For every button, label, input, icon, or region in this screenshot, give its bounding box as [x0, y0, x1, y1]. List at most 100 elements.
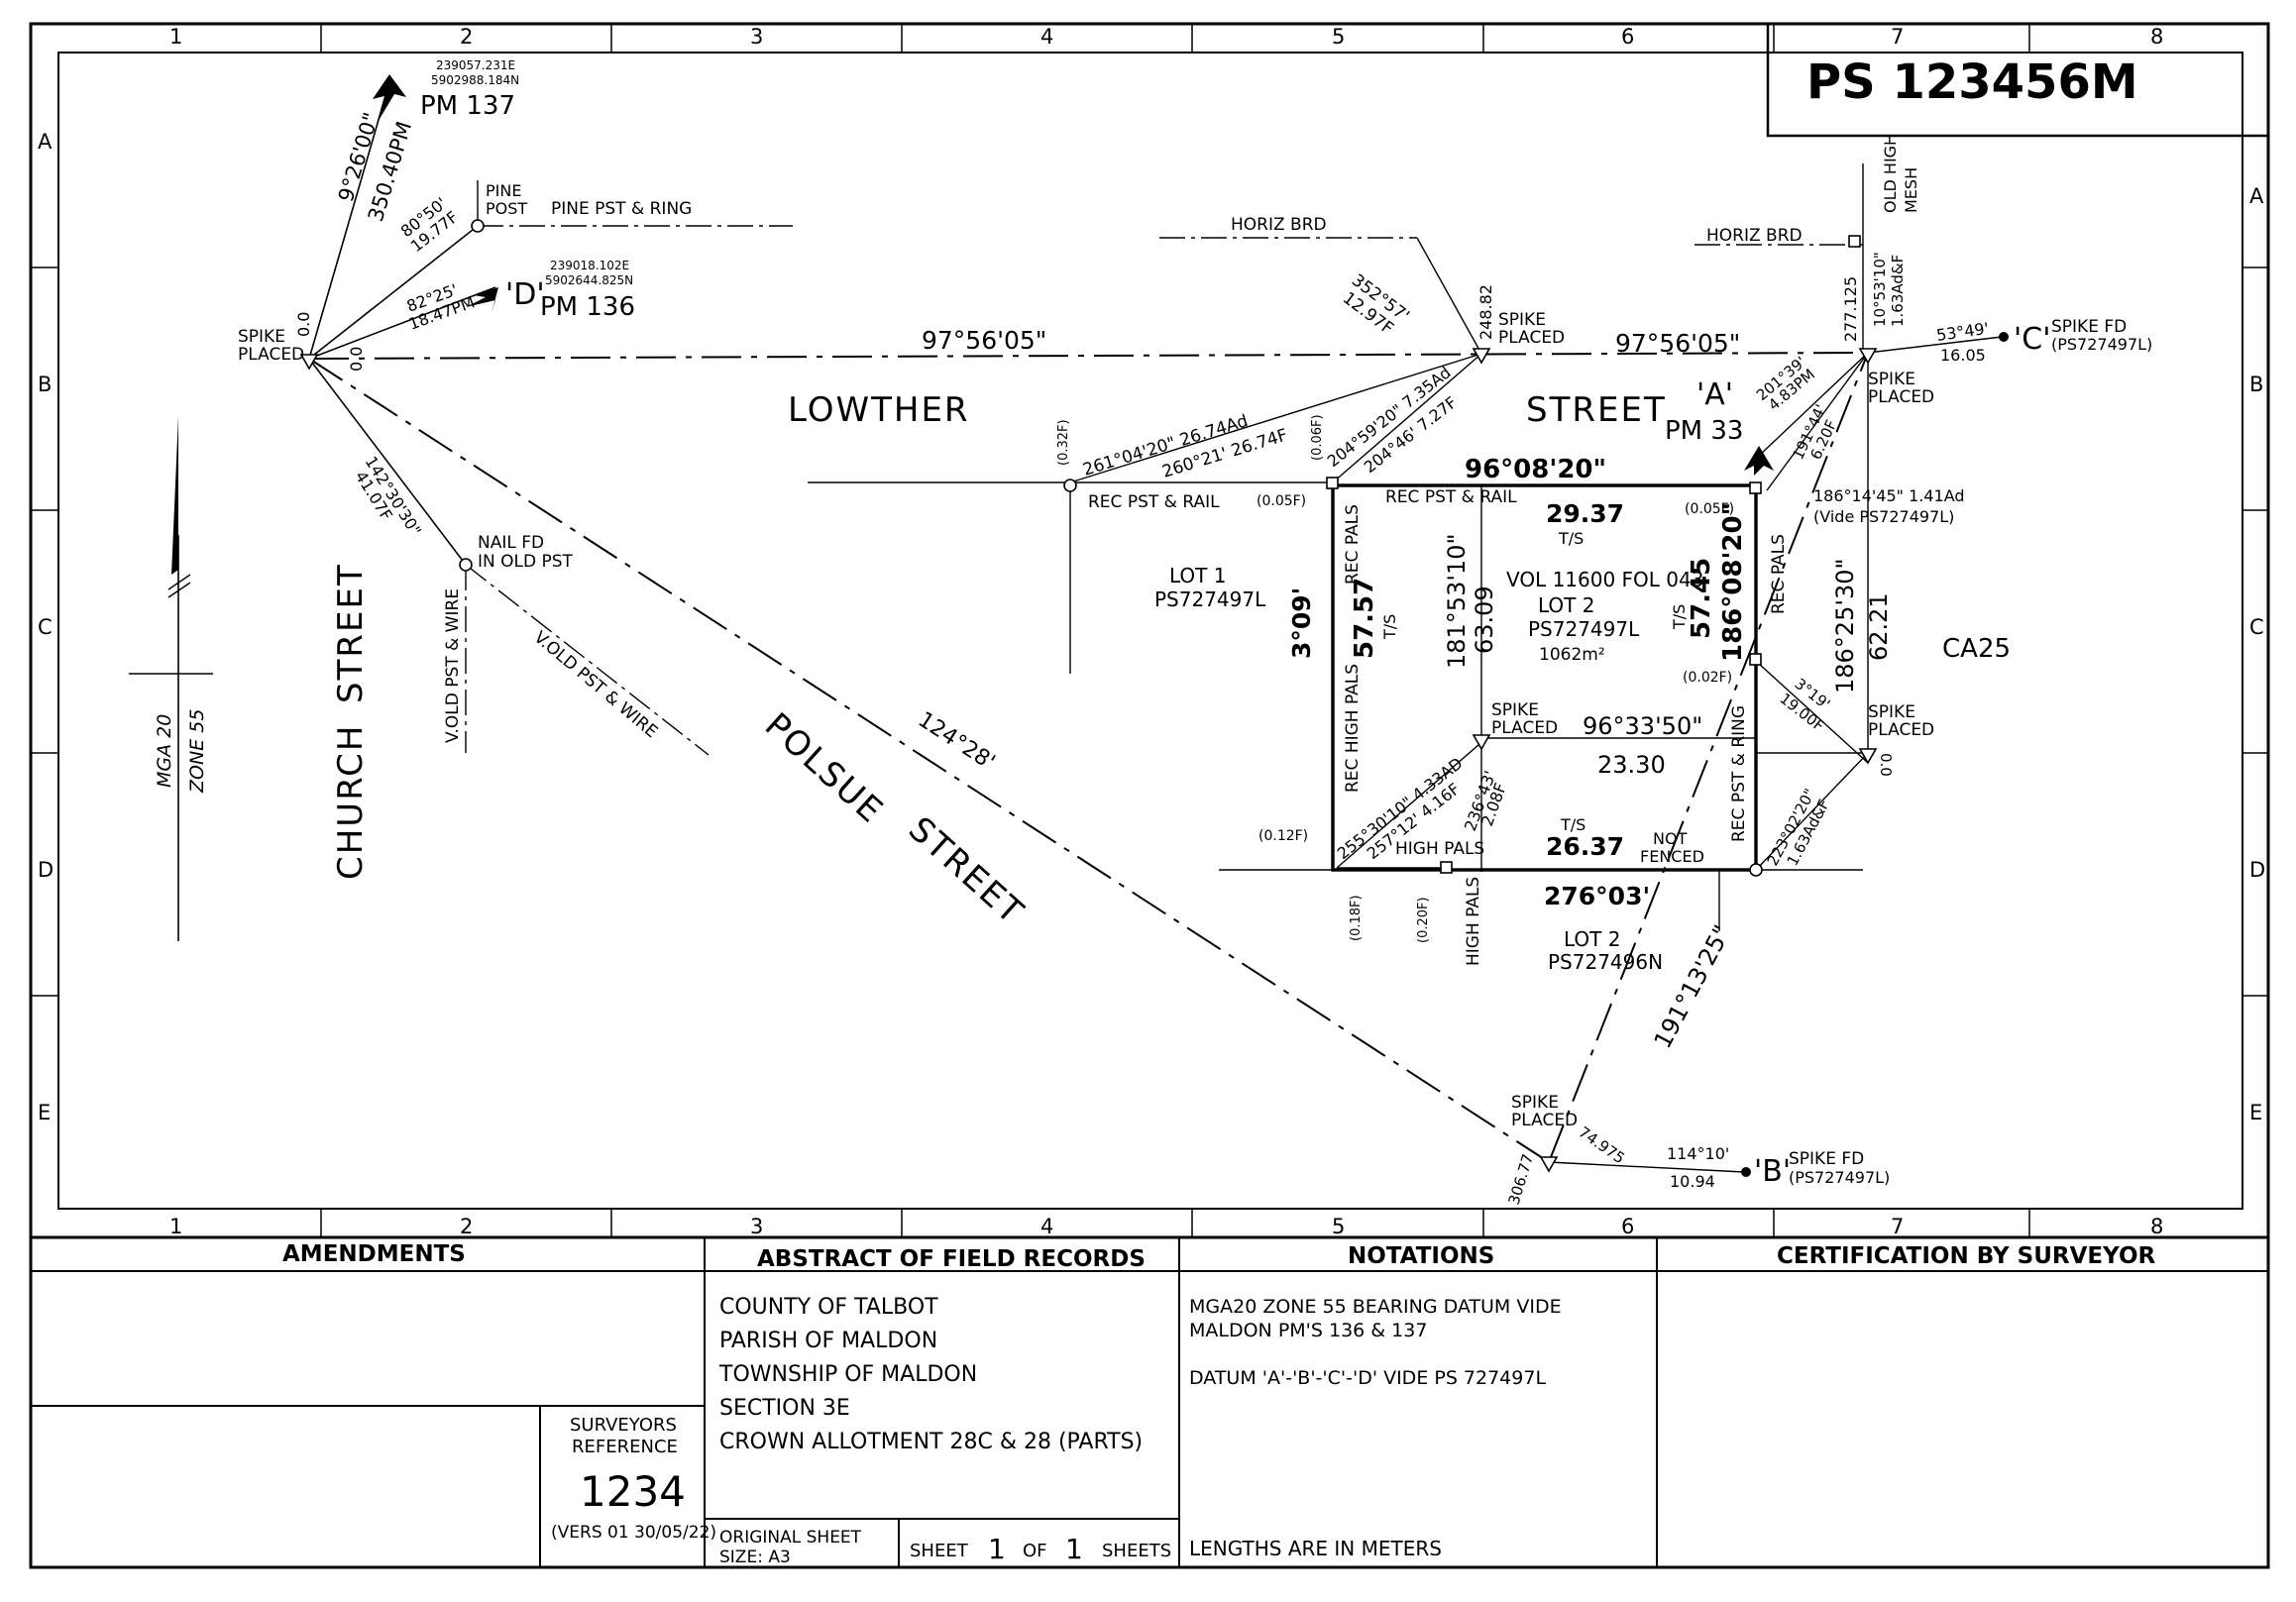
fence-offset: (0.20F): [1416, 897, 1431, 943]
pm137-arrow-icon: [373, 74, 406, 124]
notations-header: NOTATIONS: [1348, 1243, 1494, 1269]
r-bearing: 186°25'30": [1831, 558, 1859, 694]
pm136-easting: 239018.102E: [550, 259, 629, 272]
mark-c-id: 'C': [2014, 322, 2050, 357]
placed-label: PLACED: [1498, 328, 1565, 348]
grid-column-label: 1: [169, 1215, 182, 1238]
pm33-arrow-icon: [1744, 446, 1774, 476]
c-plan: (PS727497L): [2051, 335, 2152, 354]
lot1-name: LOT 1: [1169, 564, 1226, 587]
abstract-line: COUNTY OF TALBOT: [719, 1295, 938, 1320]
old-high-label: OLD HIGH: [1881, 134, 1900, 213]
b-bearing: 114°10': [1667, 1144, 1729, 1163]
not-label: NOT: [1653, 829, 1688, 848]
rec-high-pals-label: REC HIGH PALS: [1343, 664, 1363, 793]
top-ts: T/S: [1558, 529, 1584, 548]
street-name: STREET: [1526, 390, 1667, 430]
mga-zone-label: MGA 20: [154, 714, 175, 788]
placed-label: PLACED: [1511, 1111, 1578, 1130]
abstract-header: ABSTRACT OF FIELD RECORDS: [757, 1246, 1146, 1272]
grid-row-label: A: [2249, 184, 2264, 208]
notation-line: MGA20 ZONE 55 BEARING DATUM VIDE: [1189, 1296, 1562, 1318]
fence-offset: (0.05F): [1685, 501, 1734, 517]
se-bearing: 191°13'25": [1649, 920, 1737, 1053]
rec-pals-label: REC PALS: [1343, 504, 1363, 585]
spike-label: SPIKE: [1498, 310, 1546, 330]
mesh-label: MESH: [1902, 167, 1920, 213]
b-distance: 10.94: [1670, 1172, 1715, 1191]
north-arrow-head: [171, 416, 178, 575]
spike-label: SPIKE: [238, 327, 285, 347]
grid-column-labels: 1 1 2 2 3 3 4 4 5 5 6 6 7 7 8 8: [169, 24, 2163, 1238]
rt-bearing: 186°14'45" 1.41Ad: [1813, 486, 1965, 505]
right-diag-line: [1758, 663, 1869, 764]
grid-column-label: 2: [460, 1215, 473, 1238]
spike-c-dot-icon: [1999, 332, 2009, 342]
fence-box-icon: [1440, 861, 1453, 874]
panel-lines: [31, 1237, 2268, 1567]
mesh-bearing: 10°53'10": [1871, 252, 1889, 327]
line-to-nail: [308, 358, 467, 566]
lot2s-plan: PS727496N: [1548, 950, 1663, 974]
pm137-label: PM 137: [420, 91, 515, 121]
top-length: 29.37: [1546, 499, 1624, 528]
placed-label: PLACED: [1868, 720, 1934, 740]
original-sheet-label: ORIGINAL SHEET: [719, 1528, 862, 1548]
v-old-fence-label: V.OLD PST & WIRE: [530, 628, 661, 743]
grid-column-label: 4: [1040, 1215, 1053, 1238]
pm137-easting: 239057.231E: [436, 58, 515, 72]
right-length: 57.45: [1687, 558, 1716, 639]
rec-to-spike-line: [1069, 353, 1482, 483]
b-306: 306.77: [1505, 1152, 1538, 1207]
pm136-arrow-icon: [466, 287, 498, 313]
line-to-corner: [1766, 352, 1869, 491]
horiz-brd-label: HORIZ BRD: [1231, 215, 1327, 235]
grid-row-label: D: [38, 858, 54, 882]
b-plan: (PS727497L): [1789, 1168, 1890, 1187]
spike-triangle-icon: [1858, 348, 1878, 365]
grid-row-label: B: [38, 373, 52, 396]
spike-triangle-icon: [1472, 348, 1491, 365]
line-to-pm137: [308, 81, 390, 360]
mid-length: 23.30: [1597, 751, 1666, 779]
reference-label: REFERENCE: [572, 1437, 678, 1457]
right-bearing: 186°08'20": [1718, 502, 1748, 662]
pm136-northing: 5902644.825N: [545, 273, 633, 287]
main-bearing: 97°56'05": [922, 326, 1046, 355]
linework: [129, 81, 2003, 1173]
lot2-boundary: [1331, 483, 1758, 872]
abstract-line: PARISH OF MALDON: [719, 1329, 937, 1353]
grid-row-label: C: [38, 615, 53, 639]
grid-column-label: 8: [2150, 25, 2163, 49]
corner-circle-icon: [1749, 863, 1763, 877]
grid-column-label: 2: [460, 25, 473, 49]
lot2-name: LOT 2: [1538, 593, 1594, 617]
pm136-label: PM 136: [540, 292, 635, 322]
fence-box-icon: [1749, 653, 1762, 666]
ca25-label: CA25: [1942, 634, 2011, 664]
nail-fd-label: NAIL FD: [478, 533, 544, 553]
surveyors-ref-number: 1234: [580, 1467, 686, 1516]
pine-pst-ring-label: PINE PST & RING: [551, 199, 692, 219]
line-to-pine-post: [308, 225, 479, 360]
horiz-brd-label: HORIZ BRD: [1706, 226, 1803, 246]
grid-column-label: 8: [2150, 1215, 2163, 1238]
outer-frame: [29, 22, 2270, 1569]
spike-label: SPIKE: [1511, 1093, 1559, 1113]
fence-offset: (0.32F): [1056, 419, 1071, 466]
int-length: 63.09: [1471, 586, 1498, 654]
lengths-note: LENGTHS ARE IN METERS: [1189, 1537, 1442, 1560]
int-bearing: 181°53'10": [1443, 533, 1471, 669]
notation-line: MALDON PM'S 136 & 137: [1189, 1320, 1427, 1341]
c-desc: SPIKE FD: [2051, 317, 2127, 337]
left-length: 57.57: [1350, 578, 1379, 659]
grid-row-label: D: [2249, 858, 2265, 882]
grid-column-label: 3: [750, 25, 763, 49]
se-boundary-line: [1548, 352, 1869, 1163]
polsue-boundary-line: [308, 358, 1550, 1163]
nail-circle-icon: [459, 558, 473, 572]
mark-a-id: 'A': [1696, 377, 1733, 412]
street-name: CHURCH: [331, 724, 371, 880]
b-desc: SPIKE FD: [1789, 1149, 1864, 1169]
